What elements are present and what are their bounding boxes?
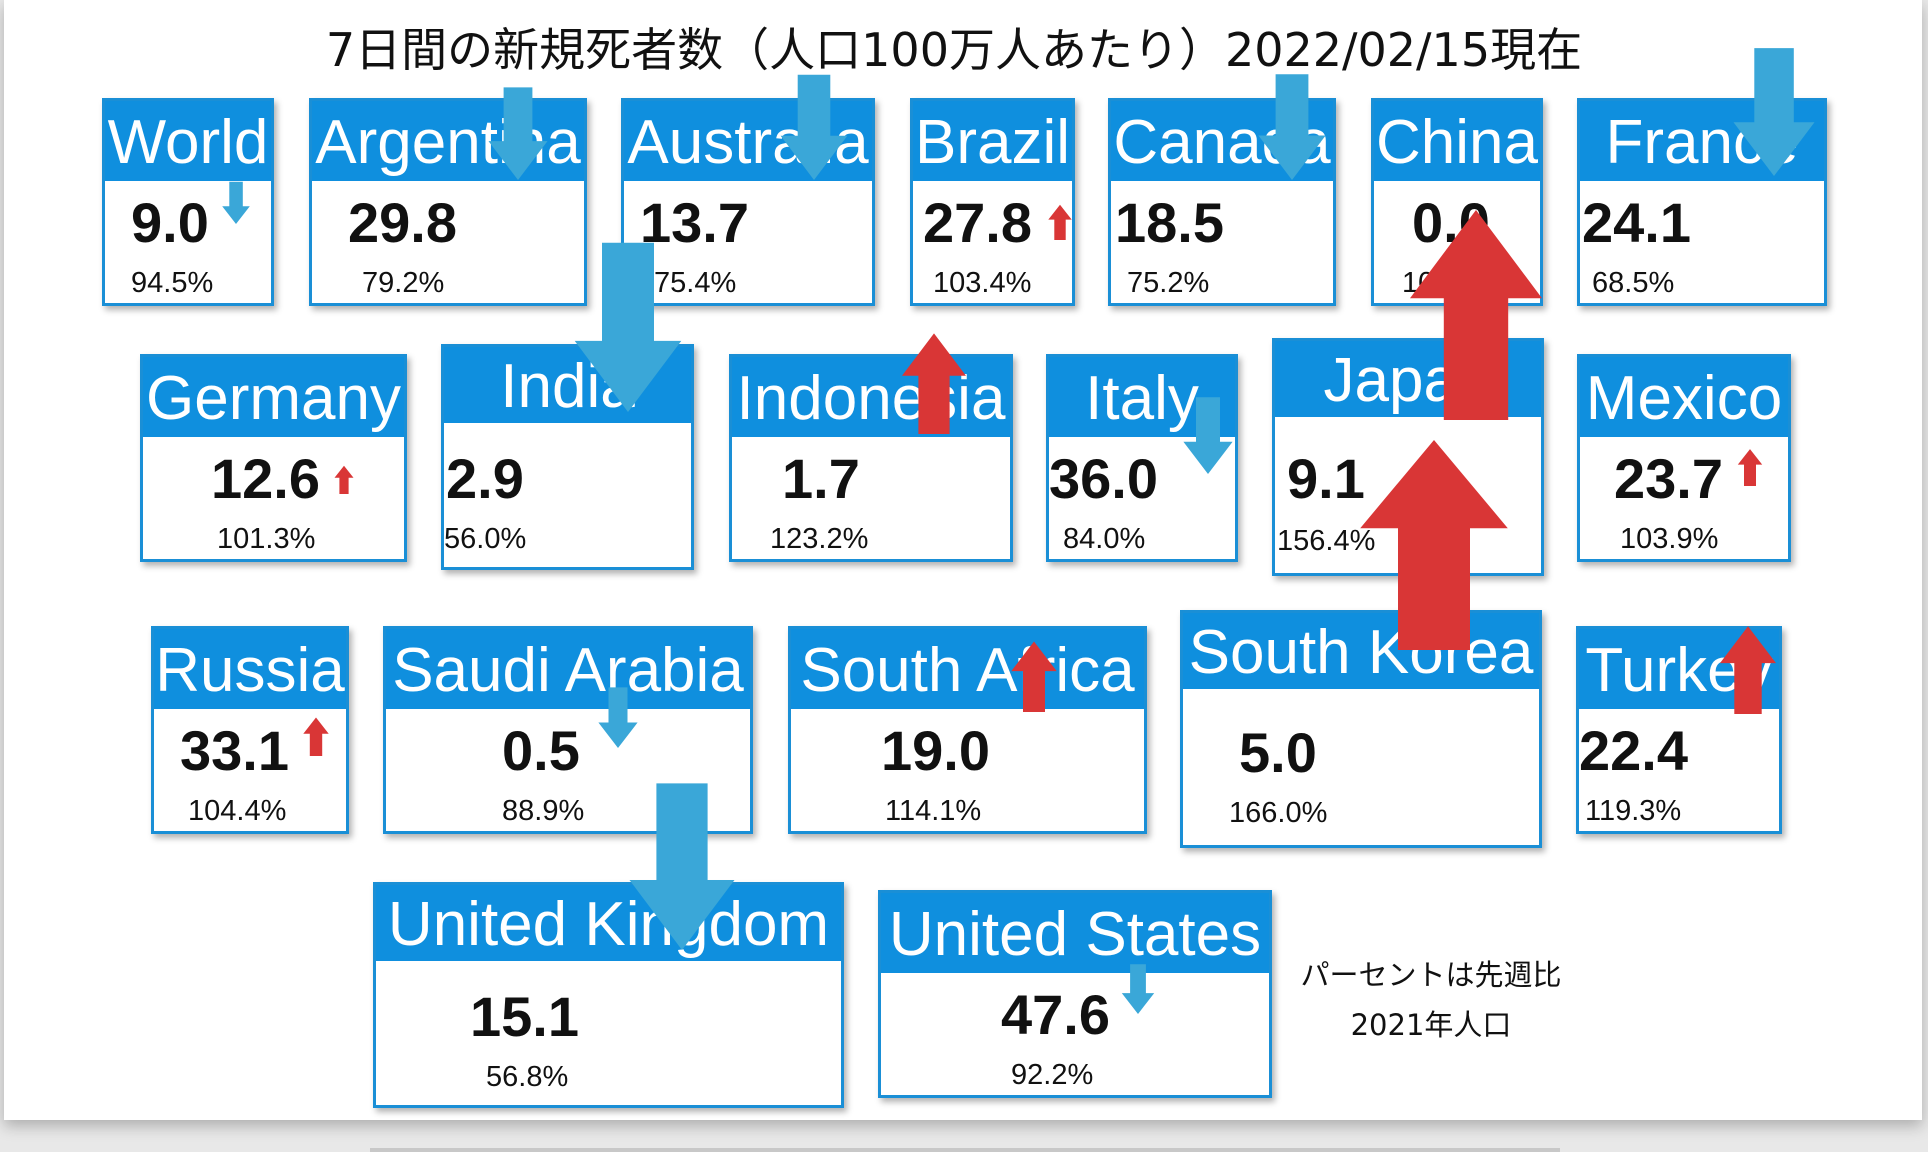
chart-title: 7日間の新規死者数（人口100万人あたり）2022/02/15現在 <box>325 23 1583 77</box>
tile-percent: 68.5% <box>1592 267 1675 299</box>
tile-percent: 75.4% <box>654 267 737 299</box>
tile-australia: Australia 13.7 75.4% <box>621 98 875 306</box>
tile-value: 33.1 <box>180 719 289 782</box>
tile-percent: 88.9% <box>502 795 585 827</box>
tile-value: 9.1 <box>1287 447 1365 510</box>
tile-value: 9.0 <box>131 191 209 254</box>
tile-percent: 123.2% <box>770 523 869 555</box>
tile-country-name: World <box>105 101 271 181</box>
tile-value: 18.5 <box>1115 191 1224 254</box>
tile-united-kingdom: United Kingdom 15.1 56.8% <box>373 882 844 1108</box>
tile-percent: 103.4% <box>933 267 1032 299</box>
note-population: 2021年人口 <box>1350 1008 1512 1042</box>
tile-percent: 56.8% <box>486 1061 569 1093</box>
tile-percent: 100.0% <box>1402 267 1501 299</box>
tile-country-name: Turkey <box>1579 629 1779 709</box>
tile-mexico: Mexico 23.7 103.9% <box>1577 354 1791 562</box>
tile-country-name: United States <box>881 893 1269 973</box>
tile-country-name: Canada <box>1111 101 1333 181</box>
tile-germany: Germany 12.6 101.3% <box>140 354 407 562</box>
tile-percent: 92.2% <box>1011 1059 1094 1091</box>
tile-turkey: Turkey 22.4 119.3% <box>1576 626 1782 834</box>
tile-saudi-arabia: Saudi Arabia 0.5 88.9% <box>383 626 753 834</box>
tile-country-name: Russia <box>154 629 346 709</box>
tile-value: 22.4 <box>1579 719 1688 782</box>
tile-country-name: Argentina <box>312 101 584 181</box>
tile-country-name: Saudi Arabia <box>386 629 750 709</box>
tile-country-name: Mexico <box>1580 357 1788 437</box>
tile-value: 12.6 <box>211 447 320 510</box>
tile-indonesia: Indonesia 1.7 123.2% <box>729 354 1013 562</box>
tile-china: China 0.0 100.0% <box>1371 98 1543 306</box>
tile-canada: Canada 18.5 75.2% <box>1108 98 1336 306</box>
tile-country-name: Germany <box>143 357 404 437</box>
tile-value: 24.1 <box>1582 191 1691 254</box>
tile-value: 5.0 <box>1239 721 1317 784</box>
tile-world: World 9.0 94.5% <box>102 98 274 306</box>
tile-country-name: Indonesia <box>732 357 1010 437</box>
tile-brazil: Brazil 27.8 103.4% <box>910 98 1075 306</box>
tile-value: 0.5 <box>502 719 580 782</box>
tile-percent: 114.1% <box>885 795 982 827</box>
tile-france: France 24.1 68.5% <box>1577 98 1827 306</box>
tile-value: 13.7 <box>640 191 749 254</box>
tile-value: 27.8 <box>923 191 1032 254</box>
tile-country-name: Australia <box>624 101 872 181</box>
next-slide-edge <box>370 1148 1560 1152</box>
tile-country-name: Italy <box>1049 357 1235 437</box>
tile-percent: 75.2% <box>1127 267 1210 299</box>
tile-percent: 103.9% <box>1620 523 1719 555</box>
tile-percent: 94.5% <box>131 267 214 299</box>
tile-country-name: India <box>444 347 691 423</box>
tile-country-name: China <box>1374 101 1540 181</box>
tile-south-africa: South Africa 19.0 114.1% <box>788 626 1147 834</box>
tile-united-states: United States 47.6 92.2% <box>878 890 1272 1098</box>
tile-country-name: Japan <box>1275 341 1541 417</box>
tile-russia: Russia 33.1 104.4% <box>151 626 349 834</box>
tile-percent: 156.4% <box>1277 525 1376 557</box>
tile-percent: 104.4% <box>188 795 287 827</box>
note-percent: パーセントは先週比 <box>1300 958 1562 992</box>
tile-percent: 166.0% <box>1229 797 1328 829</box>
tile-india: India 2.9 56.0% <box>441 344 694 570</box>
slide: 7日間の新規死者数（人口100万人あたり）2022/02/15現在 World 9… <box>4 0 1922 1120</box>
tile-percent: 56.0% <box>444 523 527 555</box>
tile-percent: 79.2% <box>362 267 445 299</box>
tile-value: 15.1 <box>470 985 579 1048</box>
tile-country-name: France <box>1580 101 1824 181</box>
tile-country-name: Brazil <box>913 101 1072 181</box>
tile-value: 1.7 <box>782 447 860 510</box>
tile-country-name: South Africa <box>791 629 1144 709</box>
tile-south-korea: South Korea 5.0 166.0% <box>1180 610 1542 848</box>
tile-value: 23.7 <box>1614 447 1723 510</box>
tile-value: 29.8 <box>348 191 457 254</box>
tile-value: 19.0 <box>881 719 990 782</box>
tile-percent: 119.3% <box>1585 795 1682 827</box>
tile-japan: Japan 9.1 156.4% <box>1272 338 1544 576</box>
tile-percent: 84.0% <box>1063 523 1146 555</box>
tile-value: 36.0 <box>1049 447 1158 510</box>
tile-country-name: South Korea <box>1183 613 1539 689</box>
tile-value: 2.9 <box>446 447 524 510</box>
tile-argentina: Argentina 29.8 79.2% <box>309 98 587 306</box>
tile-country-name: United Kingdom <box>376 885 841 961</box>
tile-value: 0.0 <box>1412 191 1490 254</box>
tile-percent: 101.3% <box>217 523 316 555</box>
tile-italy: Italy 36.0 84.0% <box>1046 354 1238 562</box>
tile-value: 47.6 <box>1001 983 1110 1046</box>
